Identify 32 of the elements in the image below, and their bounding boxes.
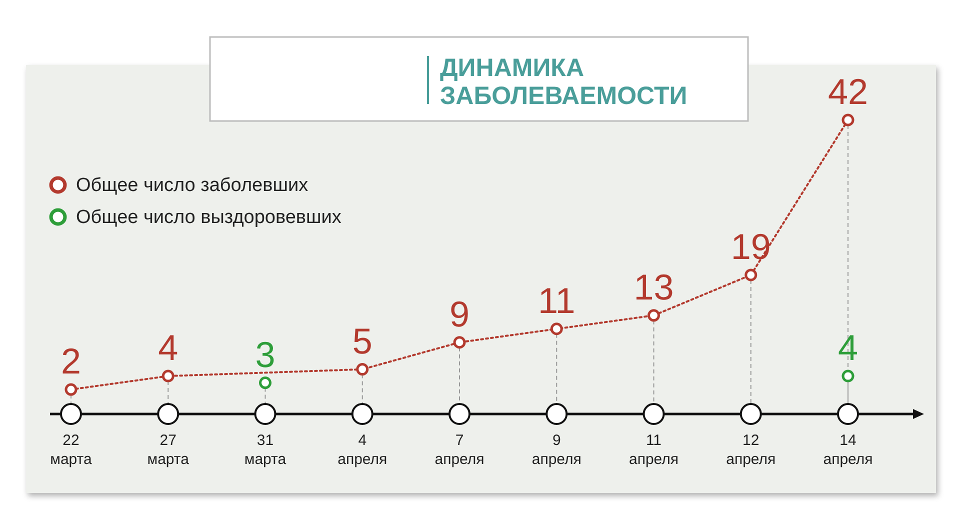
x-tick-label: 22 марта <box>50 432 93 468</box>
x-tick-label: 27 марта <box>147 432 190 468</box>
point <box>64 383 78 396</box>
point <box>842 114 854 126</box>
data-label: 2 <box>60 340 82 382</box>
data-label: 19 <box>730 226 771 267</box>
x-tick-label: 14 апреля <box>823 432 873 468</box>
data-label: 11 <box>538 280 576 321</box>
legend-label: Общее число заболевших <box>76 175 309 196</box>
point <box>648 309 660 322</box>
x-tick-label: 9 апреля <box>532 432 582 468</box>
data-label: 9 <box>449 293 470 334</box>
point <box>744 268 758 282</box>
chart-title: ДИНАМИКА ЗАБОЛЕВАЕМОСТИ <box>440 54 688 110</box>
data-label: 4 <box>158 327 178 368</box>
x-tick-label: 11 апреля <box>628 432 679 468</box>
point <box>453 336 466 349</box>
data-label: 42 <box>828 71 868 112</box>
data-label: 3 <box>255 334 276 375</box>
point <box>356 363 369 376</box>
x-tick-label: 31 марта <box>244 432 287 468</box>
data-label: 13 <box>634 266 674 308</box>
data-label: 5 <box>352 320 372 362</box>
data-label: 4 <box>838 327 858 368</box>
point <box>842 370 854 382</box>
point <box>162 370 174 382</box>
legend-label: Общее число выздоровевших <box>76 207 342 228</box>
x-tick-label: 7 апреля <box>434 432 484 468</box>
point <box>259 376 272 390</box>
x-tick-label: 4 апреля <box>338 432 388 468</box>
x-tick-label: 12 апреля <box>726 432 776 468</box>
point <box>550 322 563 336</box>
